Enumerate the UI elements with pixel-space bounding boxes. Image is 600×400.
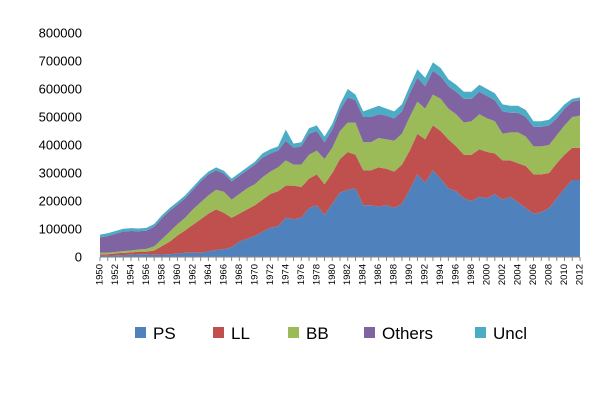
y-tick-label: 500000 <box>39 110 82 125</box>
x-tick-label: 1984 <box>358 264 369 285</box>
x-tick-label: 2012 <box>575 264 586 285</box>
x-tick-label: 1956 <box>141 264 152 285</box>
x-tick-label: 1978 <box>311 264 322 285</box>
legend-swatch <box>135 327 146 338</box>
x-tick-label: 1958 <box>156 264 167 285</box>
legend-label: LL <box>231 324 250 343</box>
area-series-others <box>100 70 580 253</box>
x-tick-label: 1980 <box>327 264 338 285</box>
legend-item-ps: PS <box>135 324 176 343</box>
y-tick-label: 100000 <box>39 222 82 237</box>
y-tick-label: 800000 <box>39 26 82 41</box>
x-tick-label: 1954 <box>125 264 136 285</box>
legend-item-ll: LL <box>213 324 250 343</box>
legend-swatch <box>213 327 224 338</box>
y-tick-label: 600000 <box>39 82 82 97</box>
x-tick-label: 2010 <box>559 264 570 285</box>
x-tick-label: 2008 <box>544 264 555 285</box>
x-tick-label: 1988 <box>389 264 400 285</box>
x-tick-label: 2006 <box>528 264 539 285</box>
x-tick-label: 1952 <box>110 264 121 285</box>
y-tick-label: 300000 <box>39 166 82 181</box>
legend-label: PS <box>153 324 176 343</box>
legend-swatch <box>364 327 375 338</box>
x-tick-label: 1968 <box>234 264 245 285</box>
x-tick-label: 1998 <box>466 264 477 285</box>
x-tick-label: 1966 <box>218 264 229 285</box>
x-tick-label: 2002 <box>497 264 508 285</box>
x-tick-label: 1990 <box>404 264 415 285</box>
x-tick-label: 1962 <box>187 264 198 285</box>
x-tick-label: 2004 <box>513 264 524 285</box>
x-tick-label: 1972 <box>265 264 276 285</box>
legend-label: Others <box>382 324 433 343</box>
legend-item-others: Others <box>364 324 433 343</box>
y-tick-label: 0 <box>75 250 82 265</box>
x-tick-label: 1970 <box>249 264 260 285</box>
x-tick-label: 2000 <box>482 264 493 285</box>
area-series-ll <box>100 125 580 256</box>
y-axis-ticks: 0 100000 200000 300000 400000 500000 600000 700… <box>39 26 82 265</box>
y-tick-label: 700000 <box>39 54 82 69</box>
y-tick-label: 200000 <box>39 194 82 209</box>
legend-item-bb: BB <box>288 324 329 343</box>
chart-areas <box>100 62 580 257</box>
x-tick-label: 1974 <box>280 264 291 285</box>
y-tick-label: 400000 <box>39 138 82 153</box>
x-axis-ticks: 1950 1952 1954 1956 1958 1960 1962 1964 1966 1968… <box>95 257 586 285</box>
x-tick-label: 1994 <box>435 264 446 285</box>
area-series-ps <box>100 170 580 257</box>
legend-label: Uncl <box>493 324 527 343</box>
legend-swatch <box>288 327 299 338</box>
x-tick-label: 1982 <box>342 264 353 285</box>
area-series-bb <box>100 94 580 255</box>
legend: PS LL BB Others Uncl <box>135 324 527 343</box>
legend-item-uncl: Uncl <box>475 324 527 343</box>
legend-label: BB <box>306 324 329 343</box>
x-tick-label: 1996 <box>451 264 462 285</box>
legend-swatch <box>475 327 486 338</box>
x-tick-label: 1976 <box>296 264 307 285</box>
x-tick-label: 1950 <box>95 264 106 285</box>
x-tick-label: 1986 <box>373 264 384 285</box>
x-tick-label: 1992 <box>420 264 431 285</box>
x-tick-label: 1960 <box>172 264 183 285</box>
x-tick-label: 1964 <box>203 264 214 285</box>
